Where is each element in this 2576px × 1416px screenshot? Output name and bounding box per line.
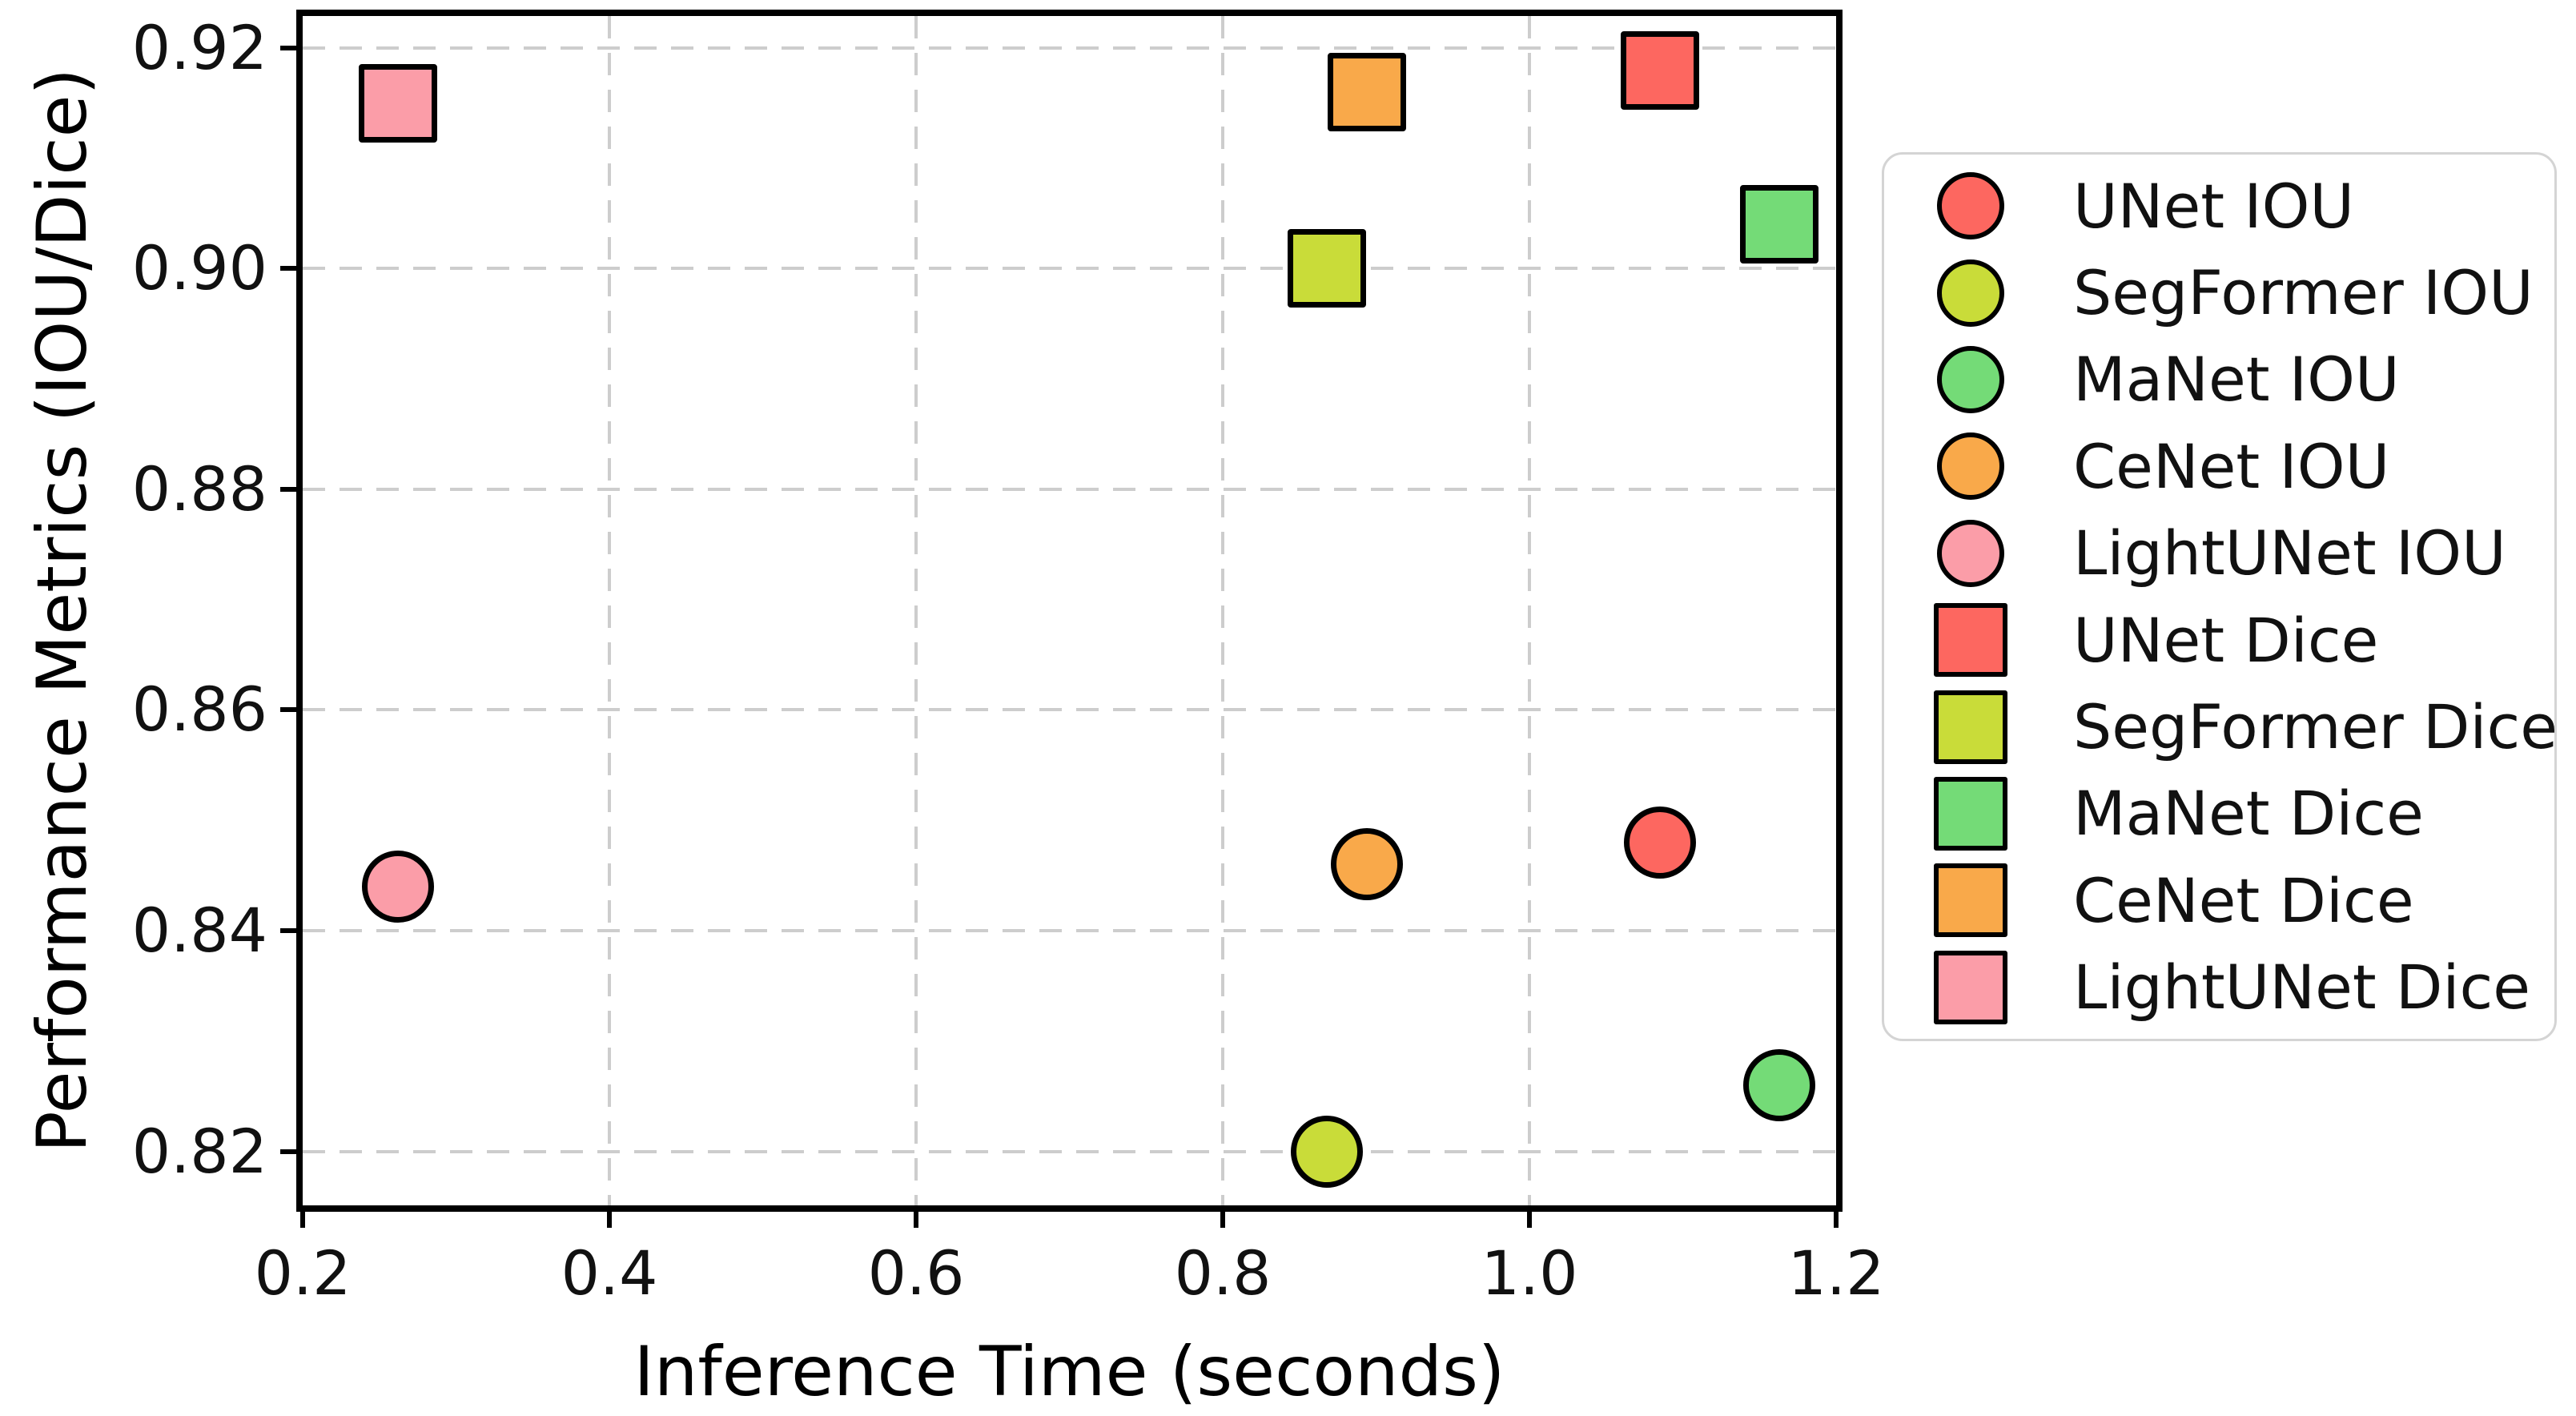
scatter-point xyxy=(1620,30,1699,110)
x-tick-mark xyxy=(1527,1212,1532,1228)
plot-inner-layer: 0.82 0.84 0.86 0.88 0.90 0.92 0.2 0.4 0.6 0.8 1.0 1… xyxy=(132,12,1885,1412)
x-gridline xyxy=(1221,16,1224,1205)
y-tick-label: 0.88 xyxy=(131,453,267,525)
legend-circle-swatch xyxy=(1937,519,2004,587)
y-gridline xyxy=(303,708,1836,712)
legend-item: MaNet Dice xyxy=(1934,774,2554,854)
y-gridline xyxy=(303,1149,1836,1153)
y-gridline xyxy=(303,928,1836,932)
legend-item-label: LightUNet Dice xyxy=(2073,951,2531,1024)
y-tick-label: 0.92 xyxy=(131,11,267,83)
y-tick-mark xyxy=(280,45,296,50)
legend-item-label: MaNet IOU xyxy=(2073,344,2400,416)
legend-item-label: UNet IOU xyxy=(2073,170,2355,242)
x-tick-label: 0.8 xyxy=(1174,1237,1272,1309)
legend-square-swatch xyxy=(1934,603,2007,678)
x-gridline xyxy=(914,16,918,1205)
legend-swatch-box xyxy=(1934,601,2007,679)
scatter-point xyxy=(1291,1115,1364,1188)
legend-item-label: MaNet Dice xyxy=(2073,778,2424,850)
legend-swatch-box xyxy=(1934,254,2007,332)
y-tick-label: 0.86 xyxy=(131,674,267,746)
legend-square-swatch xyxy=(1934,863,2007,938)
legend-item-label: SegFormer IOU xyxy=(2073,257,2534,329)
x-axis-label: Inference Time (seconds) xyxy=(633,1332,1505,1412)
legend-item-label: SegFormer Dice xyxy=(2073,691,2558,763)
legend-item: UNet IOU xyxy=(1934,166,2554,246)
legend-swatch-box xyxy=(1934,774,2007,853)
legend-square-swatch xyxy=(1934,776,2007,851)
legend-item: LightUNet Dice xyxy=(1934,947,2554,1028)
scatter-point xyxy=(1740,185,1819,264)
legend-square-swatch xyxy=(1934,950,2007,1024)
legend-circle-swatch xyxy=(1937,345,2004,413)
x-gridline xyxy=(608,16,611,1205)
legend-circle-swatch xyxy=(1937,259,2004,327)
legend-swatch-box xyxy=(1934,167,2007,245)
legend-circle-swatch xyxy=(1937,432,2004,501)
legend-box: UNet IOU SegFormer IOU MaNet IOU CeNet IOU L… xyxy=(1882,152,2558,1041)
x-tick-mark xyxy=(1220,1212,1225,1228)
legend-swatch-box xyxy=(1934,688,2007,766)
y-tick-mark xyxy=(280,486,296,492)
x-tick-label: 0.4 xyxy=(561,1237,658,1309)
y-tick-label: 0.82 xyxy=(131,1115,267,1187)
legend-item-label: CeNet Dice xyxy=(2073,864,2414,936)
scatter-point xyxy=(1288,229,1367,308)
y-axis-label: Performance Metrics (IOU/Dice) xyxy=(22,67,102,1153)
scatter-point xyxy=(358,63,437,143)
x-tick-label: 1.2 xyxy=(1787,1237,1885,1309)
x-tick-mark xyxy=(300,1212,305,1228)
y-gridline xyxy=(303,487,1836,491)
scatter-point xyxy=(1743,1048,1816,1121)
legend-item: CeNet Dice xyxy=(1934,860,2554,940)
x-tick-label: 0.2 xyxy=(254,1237,352,1309)
y-tick-label: 0.90 xyxy=(131,232,267,304)
legend-item-label: UNet Dice xyxy=(2073,604,2379,676)
y-tick-mark xyxy=(280,1148,296,1154)
x-tick-mark xyxy=(1834,1212,1839,1228)
plot-area: 0.82 0.84 0.86 0.88 0.90 0.92 0.2 0.4 0.6 0.8 1.0 1… xyxy=(132,10,1885,1412)
legend-item: LightUNet IOU xyxy=(1934,513,2554,593)
x-gridline xyxy=(1528,16,1531,1205)
x-tick-label: 1.0 xyxy=(1481,1237,1578,1309)
y-tick-mark xyxy=(280,266,296,272)
legend-item: CeNet IOU xyxy=(1934,426,2554,506)
legend-swatch-box xyxy=(1934,861,2007,939)
x-tick-mark xyxy=(607,1212,612,1228)
legend-swatch-box xyxy=(1934,340,2007,419)
x-tick-label: 0.6 xyxy=(867,1237,965,1309)
y-tick-mark xyxy=(280,707,296,713)
y-gridline xyxy=(303,46,1836,50)
legend-item: MaNet IOU xyxy=(1934,340,2554,420)
legend-swatch-box xyxy=(1934,948,2007,1027)
legend-item-label: CeNet IOU xyxy=(2073,430,2390,502)
scatter-point xyxy=(1331,828,1403,901)
legend-swatch-box xyxy=(1934,514,2007,593)
y-gridline xyxy=(303,267,1836,271)
legend-item: SegFormer Dice xyxy=(1934,687,2558,767)
y-tick-label: 0.84 xyxy=(131,894,267,966)
legend-square-swatch xyxy=(1934,690,2007,764)
legend-circle-swatch xyxy=(1937,172,2004,240)
scatter-point xyxy=(1623,806,1696,879)
y-tick-mark xyxy=(280,927,296,933)
scatter-point xyxy=(1328,53,1406,132)
legend-swatch-box xyxy=(1934,427,2007,505)
scatter-point xyxy=(361,850,434,923)
legend-item-label: LightUNet IOU xyxy=(2073,517,2506,589)
legend-item: SegFormer IOU xyxy=(1934,253,2554,333)
legend-item: UNet Dice xyxy=(1934,600,2554,680)
x-tick-mark xyxy=(914,1212,918,1228)
